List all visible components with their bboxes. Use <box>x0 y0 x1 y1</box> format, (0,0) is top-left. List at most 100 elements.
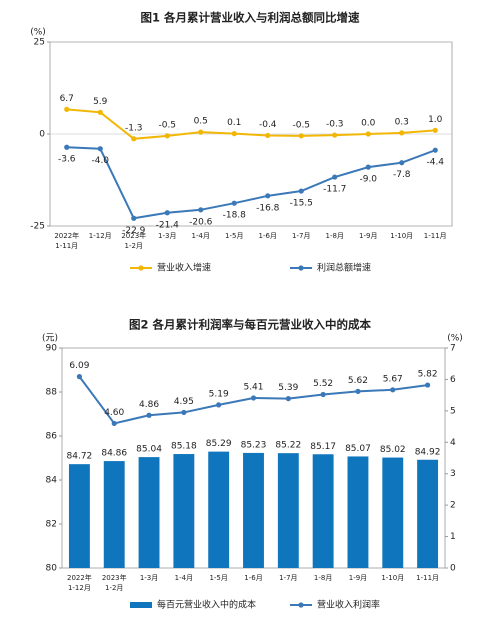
data-label: 0.1 <box>227 118 241 128</box>
data-label: 1.0 <box>428 115 443 125</box>
y-tick-label: 86 <box>46 432 58 442</box>
point <box>131 136 137 142</box>
x-tick-label: 1-12月 <box>68 584 91 592</box>
x-tick-label: 1-11月 <box>55 242 78 250</box>
y-tick-label: 88 <box>46 388 58 398</box>
data-label: 85.22 <box>275 441 301 451</box>
y-tick-label: 25 <box>34 38 45 48</box>
x-tick-label: 1-12月 <box>89 232 112 240</box>
bar <box>243 452 264 568</box>
point <box>365 131 371 137</box>
data-label: -0.5 <box>158 120 176 130</box>
x-tick-label: 1-11月 <box>416 574 439 582</box>
data-label: -3.6 <box>58 155 76 165</box>
point <box>432 147 438 153</box>
x-tick-label: 1-5月 <box>225 232 243 240</box>
point <box>111 420 117 427</box>
x-tick-label: 1-2月 <box>125 242 143 250</box>
legend-label: 营业收入利润率 <box>317 599 380 611</box>
y2-tick-label: 5 <box>450 406 456 416</box>
bar <box>103 461 125 568</box>
data-label: 0.0 <box>361 119 376 129</box>
x-tick-label: 1-7月 <box>292 232 310 240</box>
point <box>285 396 291 402</box>
y-tick-label: 80 <box>46 564 58 574</box>
y-tick-label: 84 <box>46 476 58 486</box>
x-tick-label: 1-6月 <box>259 232 277 240</box>
bar <box>208 451 230 568</box>
y-tick-label: 82 <box>46 520 57 530</box>
x-tick-label: 1-5月 <box>209 574 227 582</box>
bar <box>138 457 160 568</box>
bar <box>277 453 299 568</box>
data-label: 5.52 <box>313 379 333 389</box>
x-tick-label: 1-9月 <box>349 574 367 582</box>
data-label: 5.82 <box>418 370 438 380</box>
legend-swatch <box>130 602 152 608</box>
point <box>332 132 338 138</box>
data-label: -21.4 <box>156 220 180 230</box>
data-label: 5.41 <box>243 382 263 392</box>
line <box>66 146 436 220</box>
x-tick-label: 2023年 <box>121 231 146 240</box>
point <box>198 207 204 213</box>
y-tick-label: 90 <box>46 344 58 354</box>
data-label: -22.9 <box>122 226 146 236</box>
data-label: -20.6 <box>189 217 213 227</box>
data-label: 6.09 <box>69 361 89 371</box>
point <box>399 130 405 136</box>
data-label: 0.3 <box>395 117 409 127</box>
point <box>131 215 137 221</box>
point <box>424 382 431 388</box>
data-label: 6.7 <box>60 94 74 104</box>
x-tick-label: 1-6月 <box>244 574 262 582</box>
y2-tick-label: 2 <box>450 501 456 511</box>
y2-tick-label: 3 <box>450 469 456 479</box>
point <box>198 129 204 135</box>
y-tick-label: 0 <box>39 130 45 140</box>
point <box>64 144 70 150</box>
point <box>432 127 438 133</box>
x-tick-label: 1-10月 <box>381 574 404 582</box>
point <box>332 174 338 180</box>
y2-tick-label: 7 <box>450 344 456 354</box>
data-label: -9.0 <box>359 175 377 185</box>
data-label: 5.9 <box>93 97 108 107</box>
legend-label: 利润总额增速 <box>317 262 371 274</box>
point <box>76 374 83 380</box>
y2-tick-label: 4 <box>450 438 456 448</box>
bar <box>68 464 90 568</box>
point <box>97 109 103 115</box>
data-label: -0.4 <box>259 120 277 130</box>
bar <box>382 457 404 568</box>
line <box>66 108 436 140</box>
point <box>390 387 396 393</box>
data-label: 85.18 <box>171 442 197 452</box>
data-label: 84.92 <box>415 447 441 457</box>
point <box>181 409 187 416</box>
data-label: -11.7 <box>323 185 346 195</box>
x-tick-label: 1-3月 <box>140 574 158 582</box>
bar <box>173 454 195 568</box>
x-tick-label: 1-8月 <box>326 232 344 240</box>
x-tick-label: 2022年 <box>67 573 92 582</box>
data-label: 5.62 <box>348 376 368 386</box>
data-label: -4.0 <box>91 156 109 166</box>
data-label: 84.86 <box>101 449 127 459</box>
x-tick-label: 2022年 <box>54 231 79 240</box>
legend-label: 每百元营业收入中的成本 <box>157 599 256 611</box>
data-label: 5.19 <box>209 389 229 399</box>
x-tick-label: 1-10月 <box>390 232 413 240</box>
point <box>164 133 170 139</box>
x-tick-label: 1-8月 <box>314 574 332 582</box>
point <box>216 402 222 408</box>
point <box>146 412 152 418</box>
point <box>298 188 304 194</box>
data-label: 84.72 <box>67 452 93 462</box>
data-label: 85.23 <box>241 440 267 450</box>
point <box>164 210 170 216</box>
legend-marker <box>298 265 304 271</box>
y2-tick-label: 1 <box>450 532 456 542</box>
x-tick-label: 1-4月 <box>175 574 193 582</box>
point <box>231 200 237 206</box>
